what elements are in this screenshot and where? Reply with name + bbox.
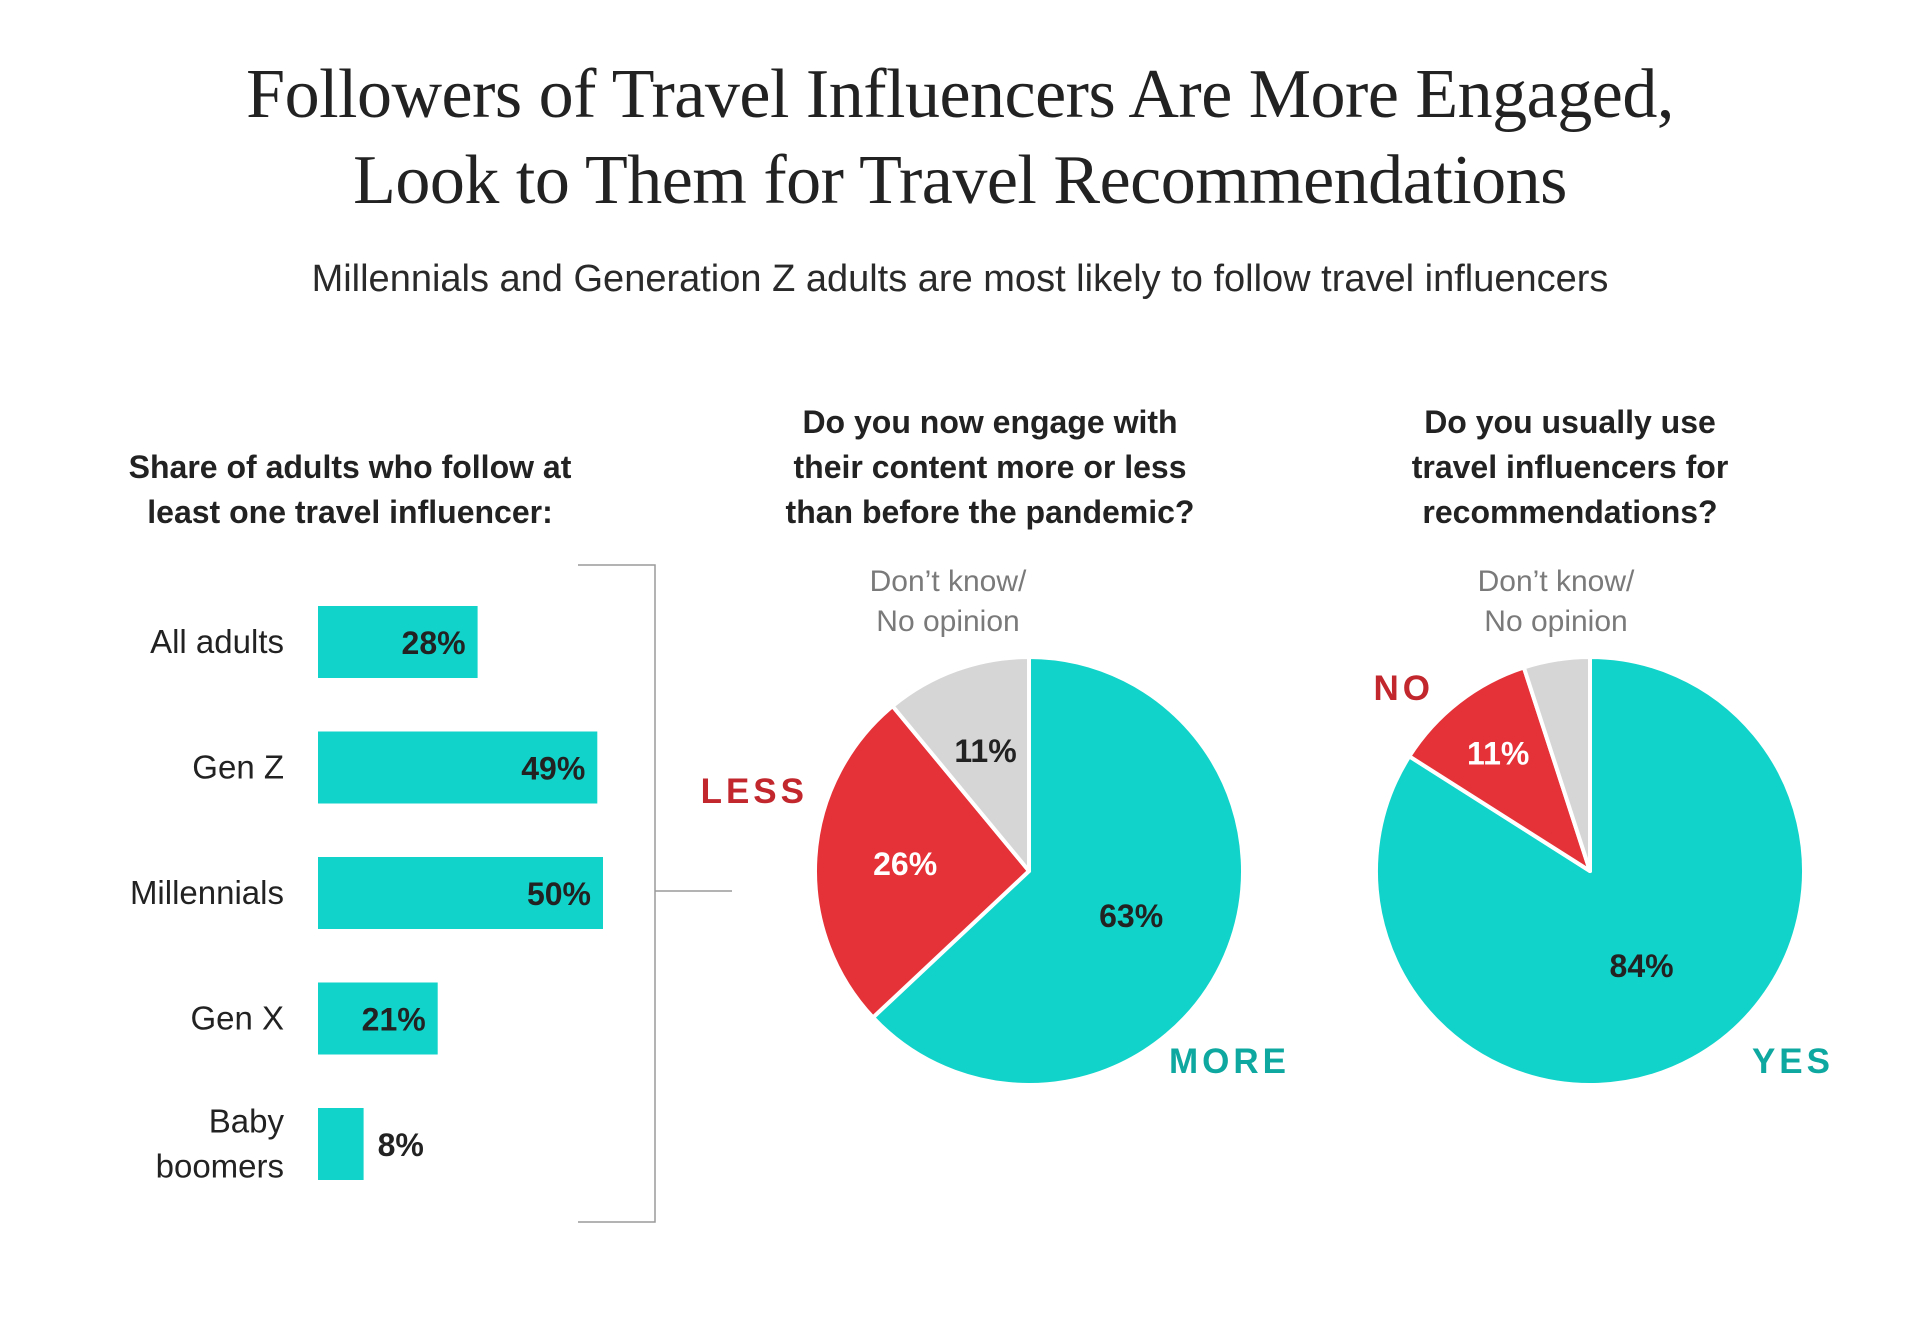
chart-title-line-1: Followers of Travel Influencers Are More… (246, 56, 1674, 133)
bar-chart-question: Share of adults who follow at least one … (70, 445, 630, 535)
chart-title: Followers of Travel Influencers Are More… (0, 52, 1920, 224)
bar-category-label-0: All adults (150, 623, 284, 660)
pie2-slice-2 (1521, 655, 1592, 873)
bar-value-label-3: 21% (362, 1002, 426, 1038)
pie1-slice-2 (890, 655, 1031, 873)
pie1-value-label-2: 11% (954, 733, 1016, 769)
pie2-slice-0 (1373, 655, 1806, 1087)
engagement-pie-question-line-1: Do you now engage with (802, 404, 1178, 440)
recommendation-pie-question: Do you usually use travel influencers fo… (1290, 400, 1850, 535)
pie2-category-label-0: YES (1752, 1042, 1834, 1081)
bar-2 (318, 857, 603, 929)
bar-category-label-1: Gen Z (192, 749, 284, 786)
bar-value-label-1: 49% (521, 751, 585, 787)
bar-1 (318, 731, 598, 804)
recommendation-pie-question-line-1: Do you usually use (1424, 404, 1716, 440)
chart-title-line-2: Look to Them for Travel Recommendations (353, 142, 1567, 219)
pie2-category-label-2-1: No opinion (1484, 605, 1627, 638)
pie2-category-label-2-0: Don’t know/ (1478, 565, 1635, 598)
bar-value-label-4: 8% (378, 1127, 424, 1163)
bar-chart-question-line-1: Share of adults who follow at (128, 449, 572, 485)
bar-category-label-2: Millennials (130, 874, 284, 911)
engagement-pie-question-line-3: than before the pandemic? (785, 494, 1195, 530)
bar-3 (318, 982, 438, 1055)
recommendation-pie-question-line-3: recommendations? (1422, 494, 1718, 530)
bar-category-label-3: Gen X (190, 1000, 284, 1037)
bar-4 (318, 1108, 364, 1180)
bar-value-label-2: 50% (527, 876, 591, 912)
engagement-pie-question-line-2: their content more or less (793, 449, 1187, 485)
pie1-slice-1 (813, 704, 1031, 1020)
bar-category-label-4-0: Baby (209, 1103, 285, 1140)
pie1-category-label-2-1: No opinion (876, 605, 1019, 638)
bar-value-label-0: 28% (402, 625, 466, 661)
pie2-value-label-1: 11% (1467, 736, 1529, 772)
pie1-category-label-0: MORE (1169, 1042, 1290, 1081)
pie1-category-label-1: LESS (701, 772, 808, 811)
pie2-slice-1 (1407, 665, 1592, 873)
recommendation-pie-question-line-2: travel influencers for (1411, 449, 1729, 485)
engagement-pie-question: Do you now engage with their content mor… (710, 400, 1270, 535)
pie1-value-label-1: 26% (873, 846, 937, 882)
bar-category-label-4-1: boomers (156, 1148, 284, 1185)
pie1-value-label-0: 63% (1099, 898, 1163, 934)
pie1-category-label-2-0: Don’t know/ (870, 565, 1027, 598)
bar-0 (318, 606, 478, 678)
pie1-slice-0 (871, 655, 1245, 1087)
bar-chart-question-line-2: least one travel influencer: (147, 494, 553, 530)
chart-subtitle: Millennials and Generation Z adults are … (311, 258, 1609, 300)
pie2-value-label-0: 84% (1610, 948, 1674, 984)
bracket-line (578, 564, 656, 1223)
pie2-category-label-1: NO (1374, 669, 1435, 708)
